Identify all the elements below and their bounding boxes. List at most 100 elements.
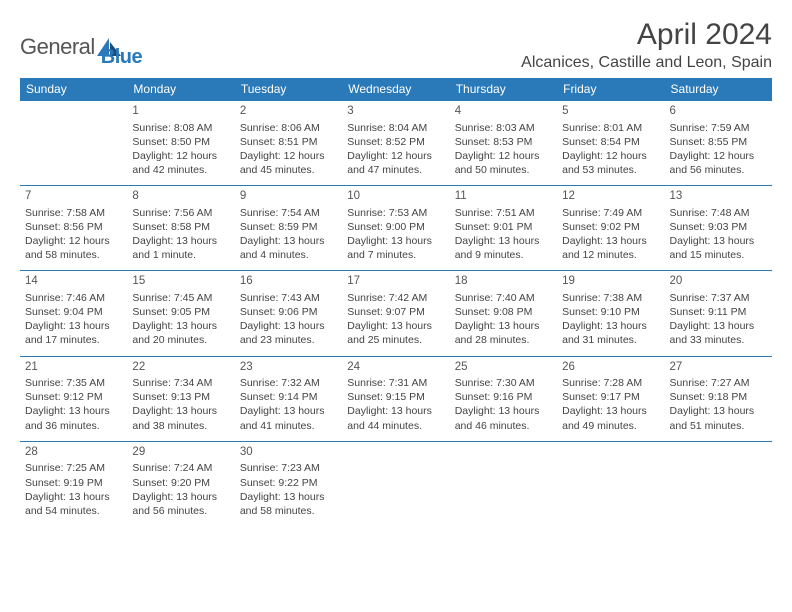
daylight-text: and 41 minutes. — [240, 419, 337, 433]
sunrise-text: Sunrise: 8:06 AM — [240, 121, 337, 135]
day-number: 26 — [562, 360, 659, 376]
empty-cell — [665, 441, 772, 526]
day-number: 17 — [347, 274, 444, 290]
day-number: 7 — [25, 189, 122, 205]
sunrise-text: Sunrise: 7:24 AM — [132, 461, 229, 475]
day-cell: 9Sunrise: 7:54 AMSunset: 8:59 PMDaylight… — [235, 186, 342, 271]
week-row: 1Sunrise: 8:08 AMSunset: 8:50 PMDaylight… — [20, 101, 772, 186]
daylight-text: Daylight: 13 hours — [25, 490, 122, 504]
daylight-text: Daylight: 13 hours — [132, 404, 229, 418]
day-number: 25 — [455, 360, 552, 376]
daylight-text: Daylight: 13 hours — [25, 319, 122, 333]
empty-cell — [450, 441, 557, 526]
daylight-text: and 54 minutes. — [25, 504, 122, 518]
daylight-text: and 12 minutes. — [562, 248, 659, 262]
daylight-text: Daylight: 13 hours — [562, 234, 659, 248]
daylight-text: Daylight: 13 hours — [347, 404, 444, 418]
empty-cell — [342, 441, 449, 526]
day-cell: 8Sunrise: 7:56 AMSunset: 8:58 PMDaylight… — [127, 186, 234, 271]
sunrise-text: Sunrise: 7:38 AM — [562, 291, 659, 305]
sunset-text: Sunset: 9:08 PM — [455, 305, 552, 319]
daylight-text: and 17 minutes. — [25, 333, 122, 347]
sunset-text: Sunset: 8:55 PM — [670, 135, 767, 149]
sunset-text: Sunset: 9:03 PM — [670, 220, 767, 234]
daylight-text: Daylight: 13 hours — [670, 234, 767, 248]
sunset-text: Sunset: 9:04 PM — [25, 305, 122, 319]
sunrise-text: Sunrise: 8:01 AM — [562, 121, 659, 135]
sunrise-text: Sunrise: 7:28 AM — [562, 376, 659, 390]
brand-name-1: General — [20, 34, 95, 60]
daylight-text: Daylight: 13 hours — [132, 319, 229, 333]
sunset-text: Sunset: 8:58 PM — [132, 220, 229, 234]
week-row: 14Sunrise: 7:46 AMSunset: 9:04 PMDayligh… — [20, 271, 772, 356]
daylight-text: and 46 minutes. — [455, 419, 552, 433]
daylight-text: and 51 minutes. — [670, 419, 767, 433]
daylight-text: Daylight: 12 hours — [670, 149, 767, 163]
weekday-header: Monday — [127, 78, 234, 101]
sunset-text: Sunset: 9:01 PM — [455, 220, 552, 234]
day-number: 22 — [132, 360, 229, 376]
daylight-text: and 7 minutes. — [347, 248, 444, 262]
calendar-table: Sunday Monday Tuesday Wednesday Thursday… — [20, 78, 772, 526]
daylight-text: Daylight: 13 hours — [240, 319, 337, 333]
sunset-text: Sunset: 9:02 PM — [562, 220, 659, 234]
sunrise-text: Sunrise: 7:51 AM — [455, 206, 552, 220]
sunrise-text: Sunrise: 7:54 AM — [240, 206, 337, 220]
day-number: 9 — [240, 189, 337, 205]
sunrise-text: Sunrise: 7:37 AM — [670, 291, 767, 305]
daylight-text: and 25 minutes. — [347, 333, 444, 347]
brand-logo: General Blue — [20, 18, 142, 69]
sunset-text: Sunset: 8:53 PM — [455, 135, 552, 149]
day-number: 23 — [240, 360, 337, 376]
daylight-text: and 49 minutes. — [562, 419, 659, 433]
weekday-header: Saturday — [665, 78, 772, 101]
daylight-text: and 56 minutes. — [132, 504, 229, 518]
daylight-text: and 44 minutes. — [347, 419, 444, 433]
sunset-text: Sunset: 9:16 PM — [455, 390, 552, 404]
day-cell: 25Sunrise: 7:30 AMSunset: 9:16 PMDayligh… — [450, 356, 557, 441]
sunrise-text: Sunrise: 8:03 AM — [455, 121, 552, 135]
daylight-text: and 20 minutes. — [132, 333, 229, 347]
daylight-text: Daylight: 13 hours — [25, 404, 122, 418]
daylight-text: and 36 minutes. — [25, 419, 122, 433]
day-cell: 19Sunrise: 7:38 AMSunset: 9:10 PMDayligh… — [557, 271, 664, 356]
day-number: 27 — [670, 360, 767, 376]
daylight-text: Daylight: 13 hours — [347, 319, 444, 333]
day-cell: 24Sunrise: 7:31 AMSunset: 9:15 PMDayligh… — [342, 356, 449, 441]
daylight-text: Daylight: 13 hours — [670, 319, 767, 333]
sunrise-text: Sunrise: 7:49 AM — [562, 206, 659, 220]
day-number: 4 — [455, 104, 552, 120]
daylight-text: Daylight: 13 hours — [455, 404, 552, 418]
day-cell: 15Sunrise: 7:45 AMSunset: 9:05 PMDayligh… — [127, 271, 234, 356]
sunset-text: Sunset: 8:56 PM — [25, 220, 122, 234]
daylight-text: and 31 minutes. — [562, 333, 659, 347]
sunset-text: Sunset: 8:52 PM — [347, 135, 444, 149]
empty-cell — [20, 101, 127, 186]
day-cell: 27Sunrise: 7:27 AMSunset: 9:18 PMDayligh… — [665, 356, 772, 441]
title-block: April 2024 Alcanices, Castille and Leon,… — [521, 18, 772, 72]
weekday-header: Thursday — [450, 78, 557, 101]
sunset-text: Sunset: 9:19 PM — [25, 476, 122, 490]
day-cell: 20Sunrise: 7:37 AMSunset: 9:11 PMDayligh… — [665, 271, 772, 356]
page-title: April 2024 — [521, 18, 772, 52]
daylight-text: and 45 minutes. — [240, 163, 337, 177]
daylight-text: Daylight: 13 hours — [562, 404, 659, 418]
day-cell: 4Sunrise: 8:03 AMSunset: 8:53 PMDaylight… — [450, 101, 557, 186]
daylight-text: Daylight: 13 hours — [132, 490, 229, 504]
daylight-text: and 58 minutes. — [240, 504, 337, 518]
daylight-text: Daylight: 13 hours — [132, 234, 229, 248]
sunrise-text: Sunrise: 7:31 AM — [347, 376, 444, 390]
sunset-text: Sunset: 8:51 PM — [240, 135, 337, 149]
day-cell: 14Sunrise: 7:46 AMSunset: 9:04 PMDayligh… — [20, 271, 127, 356]
sunset-text: Sunset: 9:22 PM — [240, 476, 337, 490]
daylight-text: and 23 minutes. — [240, 333, 337, 347]
sunrise-text: Sunrise: 7:46 AM — [25, 291, 122, 305]
day-number: 24 — [347, 360, 444, 376]
day-number: 6 — [670, 104, 767, 120]
day-number: 15 — [132, 274, 229, 290]
sunset-text: Sunset: 9:17 PM — [562, 390, 659, 404]
daylight-text: Daylight: 13 hours — [562, 319, 659, 333]
sunrise-text: Sunrise: 7:59 AM — [670, 121, 767, 135]
day-number: 11 — [455, 189, 552, 205]
day-number: 12 — [562, 189, 659, 205]
